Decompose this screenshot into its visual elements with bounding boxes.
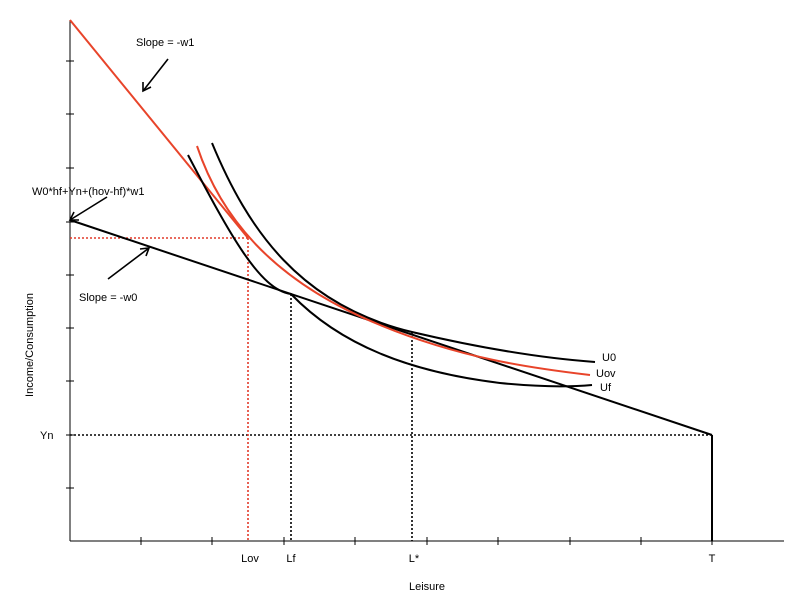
slope-w0-label: Slope = -w0 [79, 292, 137, 304]
indifference-curve-uov [196, 145, 591, 376]
uf-label: Uf [600, 382, 612, 394]
arrow-kink-point-icon [68, 196, 108, 221]
kink-formula-label: W0*hf+Yn+(hov-hf)*w1 [32, 186, 145, 198]
slope-w1-label: Slope = -w1 [136, 37, 194, 49]
y-axis-label: Income/Consumption [24, 293, 36, 397]
lstar-tick-label: L* [409, 553, 420, 565]
budget-line-w0 [69, 219, 713, 436]
budget-line-w1 [69, 19, 249, 239]
u0-label: U0 [602, 352, 616, 364]
y-axis-ticks [66, 60, 74, 489]
t-tick-label: T [709, 553, 716, 565]
lf-tick-label: Lf [286, 553, 296, 565]
indifference-curve-u0 [211, 142, 596, 363]
yn-tick-label: Yn [40, 430, 53, 442]
indifference-curve-uf [187, 154, 593, 388]
uov-label: Uov [596, 368, 616, 380]
arrow-slope-w1-icon [142, 58, 169, 93]
x-axis-label: Leisure [409, 581, 445, 593]
x-axis-ticks [140, 537, 713, 545]
lov-tick-label: Lov [241, 553, 259, 565]
arrow-slope-w0-icon [107, 247, 151, 280]
